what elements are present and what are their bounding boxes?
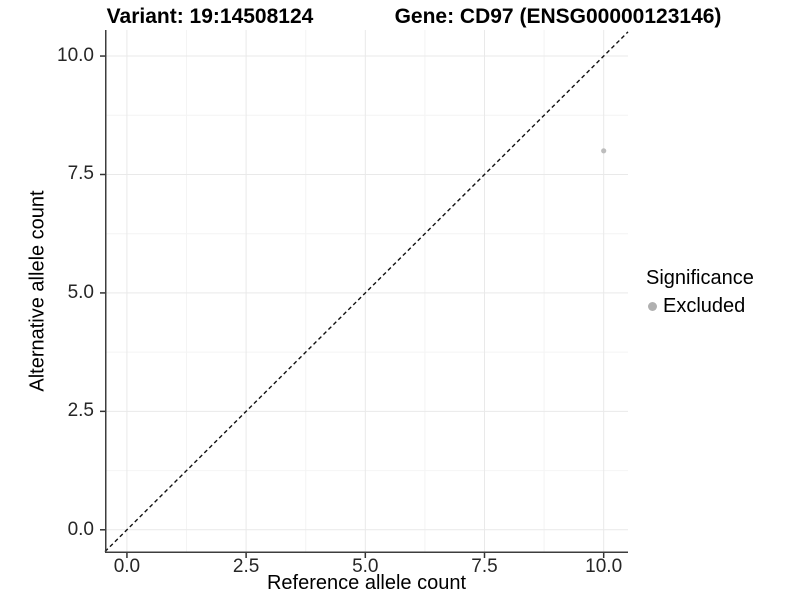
y-tick-label: 10.0 bbox=[57, 45, 94, 67]
data-point bbox=[601, 148, 607, 154]
legend-entries: Excluded bbox=[646, 295, 754, 318]
y-tick-label: 5.0 bbox=[67, 281, 94, 303]
legend-title: Significance bbox=[646, 267, 754, 289]
x-tick-label: 5.0 bbox=[352, 556, 379, 577]
legend-entry: Excluded bbox=[646, 295, 754, 318]
y-tick-label: 2.5 bbox=[67, 400, 94, 422]
plot-title-variant: Variant: 19:14508124 bbox=[106, 5, 314, 28]
y-tick-label: 7.5 bbox=[67, 163, 94, 185]
legend-entry-label: Excluded bbox=[663, 295, 746, 317]
x-tick-label: 0.0 bbox=[113, 556, 141, 577]
legend-key-dot-icon bbox=[648, 302, 657, 311]
x-axis-title: Reference allele count bbox=[266, 572, 466, 594]
x-tick-label: 7.5 bbox=[471, 556, 498, 577]
y-tick-label: 0.0 bbox=[67, 518, 94, 540]
x-tick-label: 2.5 bbox=[232, 556, 260, 577]
plot-title-gene: Gene: CD97 (ENSG00000123146) bbox=[394, 5, 722, 28]
x-tick-label: 10.0 bbox=[585, 556, 623, 577]
legend: Significance Excluded bbox=[646, 267, 754, 318]
